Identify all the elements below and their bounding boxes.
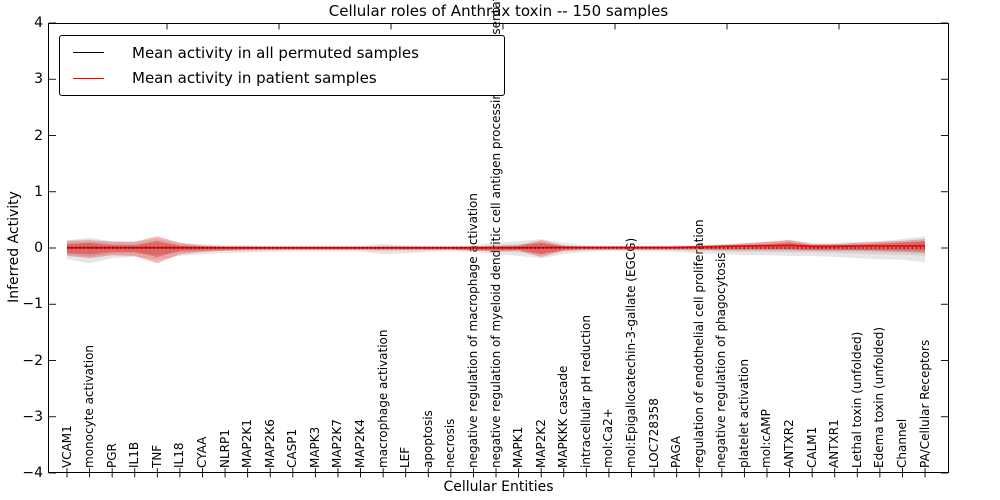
patient_band_inner-band xyxy=(67,240,925,257)
patient_band_outer-band xyxy=(67,236,925,264)
y-tick-label: −2 xyxy=(22,352,43,369)
y-tick-label: −4 xyxy=(22,465,43,481)
legend-item-permuted: Mean activity in all permuted samples xyxy=(60,44,504,62)
y-tick-label: 4 xyxy=(34,15,43,31)
legend-item-patient: Mean activity in patient samples xyxy=(60,69,504,87)
legend-label: Mean activity in all permuted samples xyxy=(132,43,419,62)
black-line-swatch xyxy=(73,52,104,54)
chart-title: Cellular roles of Anthrax toxin -- 150 s… xyxy=(328,2,669,20)
y-tick-label: −1 xyxy=(22,296,43,313)
permuted_band_inner-band xyxy=(67,241,925,257)
y-tick-label: 0 xyxy=(34,240,43,256)
legend: Mean activity in all permuted samples Me… xyxy=(59,35,505,96)
red-line-swatch xyxy=(73,77,104,79)
patient_mean_line xyxy=(67,244,926,249)
legend-label: Mean activity in patient samples xyxy=(132,69,377,88)
x-axis-label: Cellular Entities xyxy=(443,479,554,495)
y-tick-label: 2 xyxy=(34,127,43,144)
y-tick-label: 3 xyxy=(34,71,43,88)
permuted_band_outer-band xyxy=(67,236,925,264)
y-tick-label: 1 xyxy=(34,183,43,200)
y-tick-label: −3 xyxy=(22,408,43,425)
